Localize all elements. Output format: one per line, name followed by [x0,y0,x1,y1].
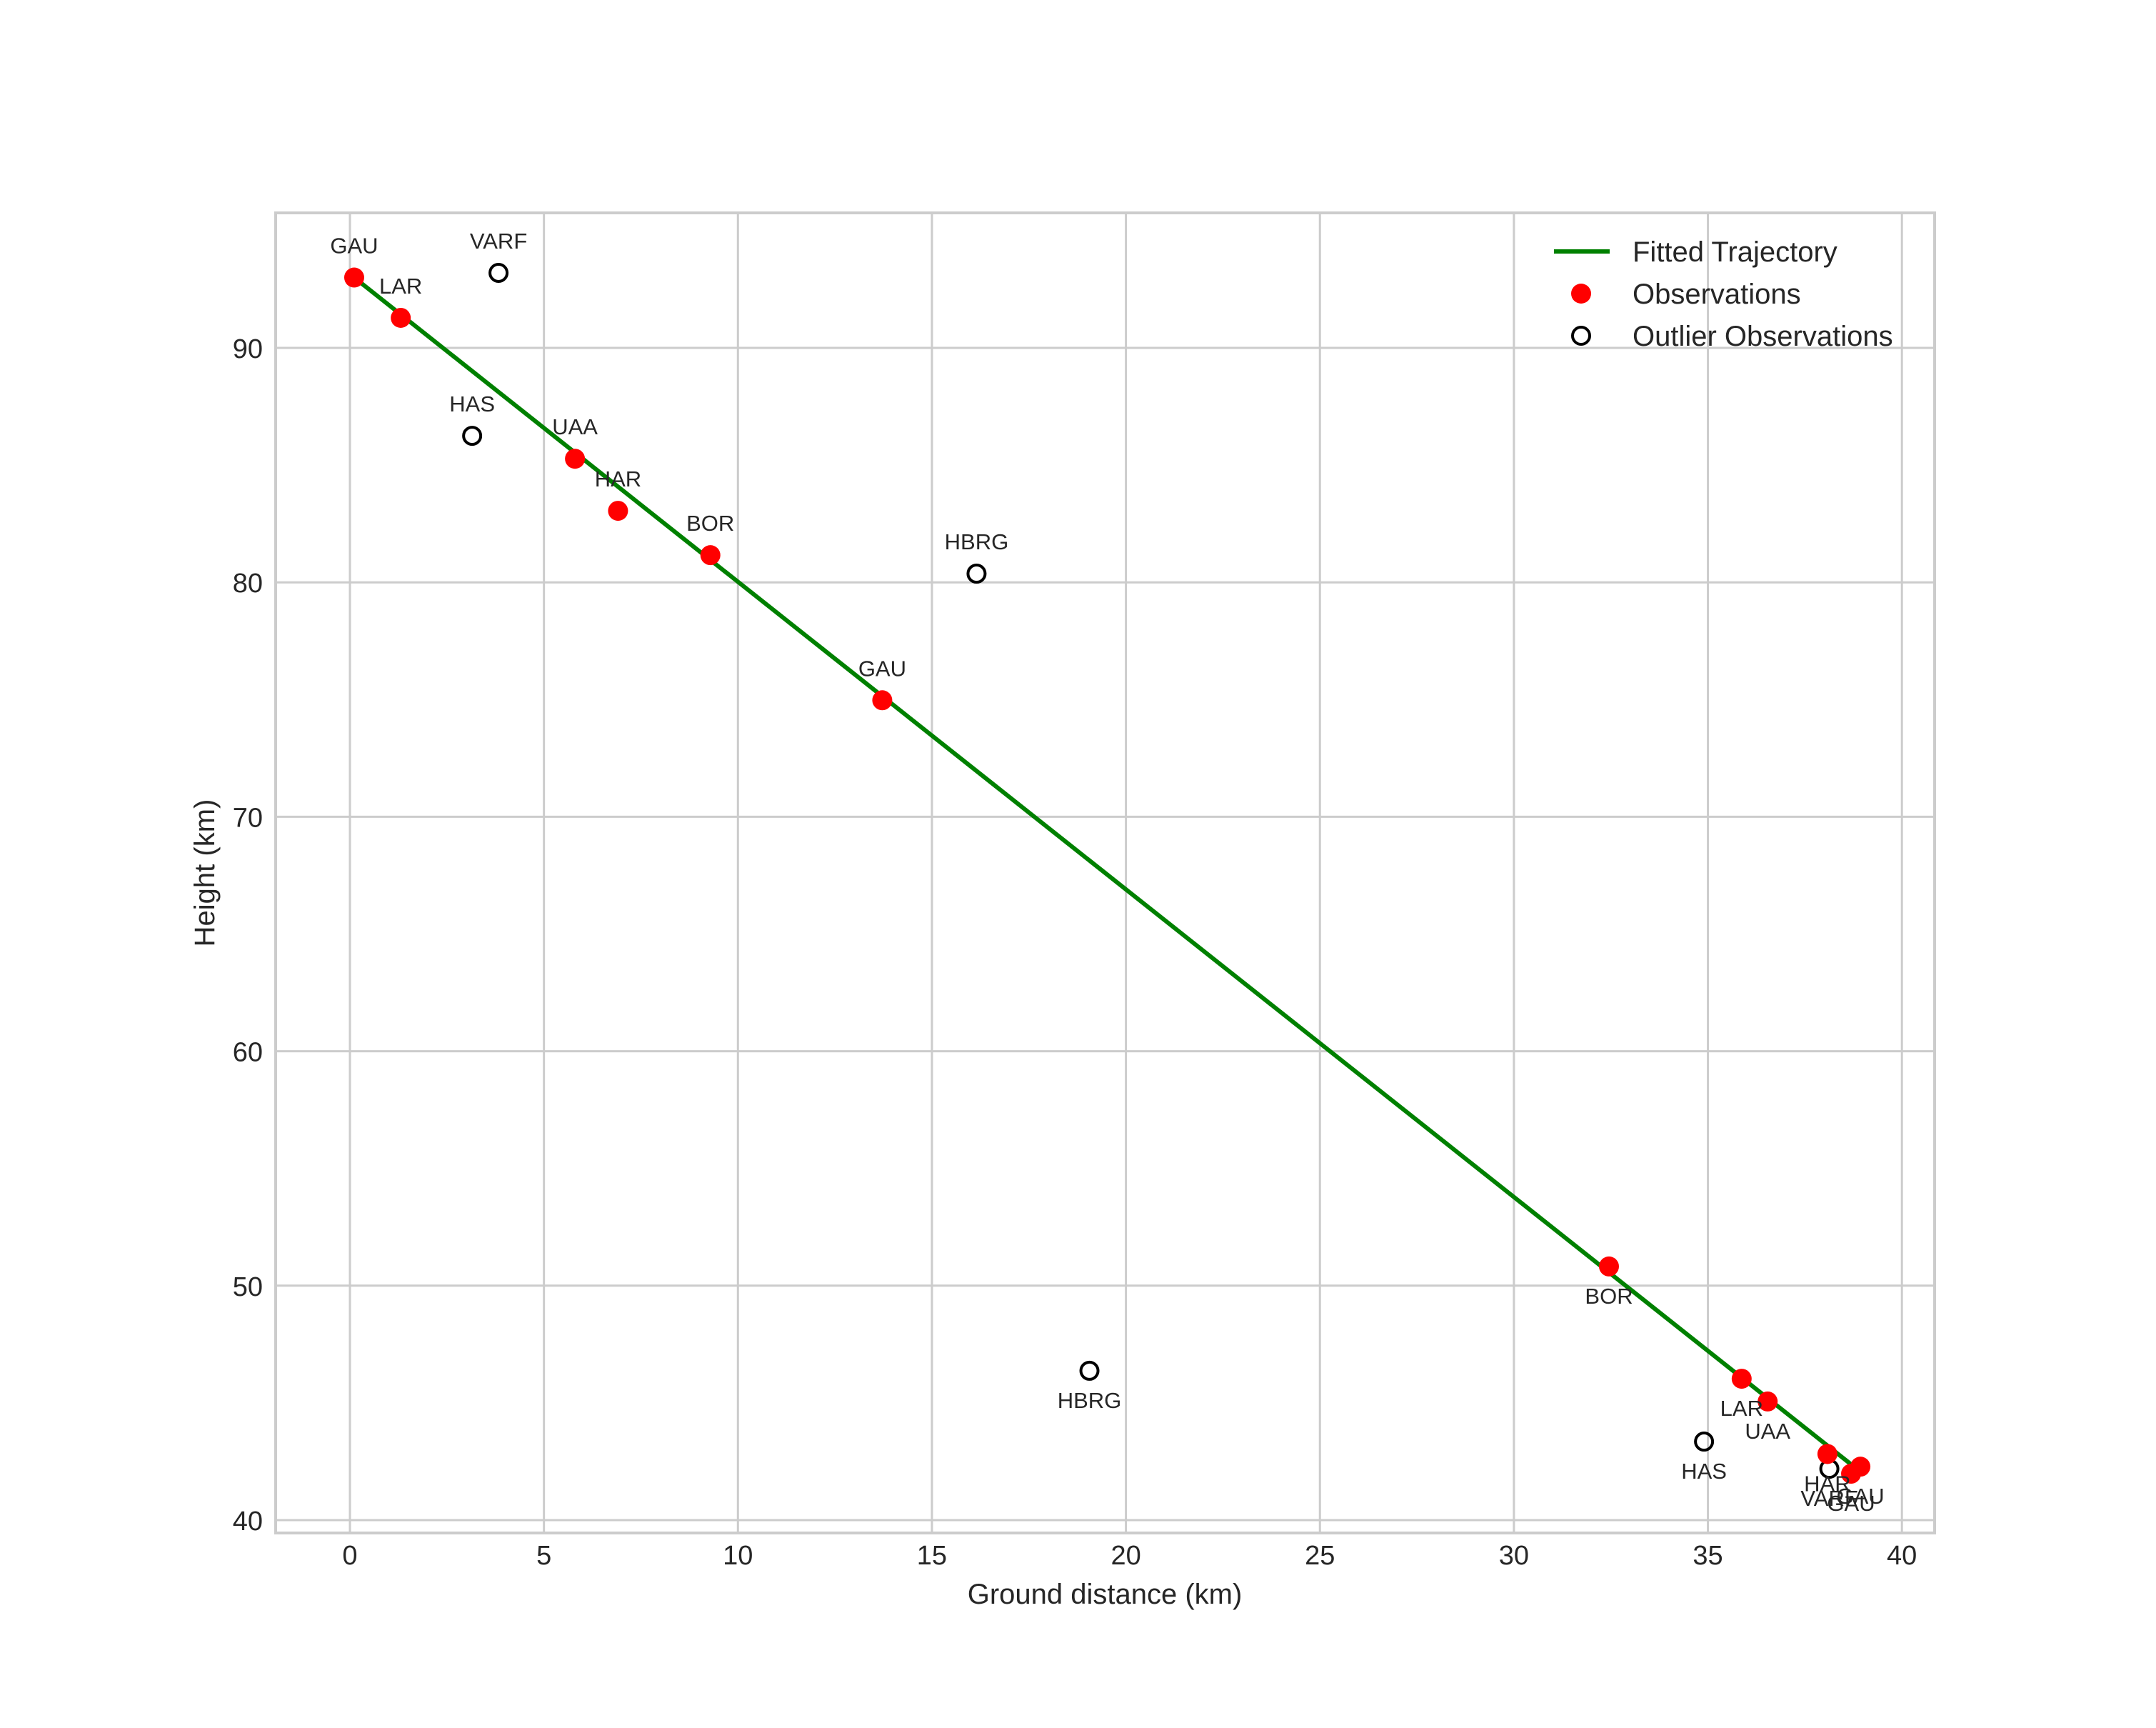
observation-marker [1817,1444,1837,1464]
point-label: GAU [330,234,378,259]
point-label: HAR [595,466,641,491]
x-tick-label: 30 [1499,1541,1529,1571]
point-label: UAA [552,414,598,439]
outlier-marker [488,262,509,283]
outlier-marker [1079,1360,1100,1381]
point-label: GAU [1827,1491,1875,1516]
point-label: GAU [1836,1484,1884,1509]
y-tick-label: 60 [233,1038,263,1068]
y-tick-label: 80 [233,569,263,599]
plot-frame [274,211,1936,1534]
observation-marker [1599,1256,1620,1277]
point-label: BOR [686,511,734,536]
point-label: HAS [449,391,495,416]
y-tick-label: 90 [233,334,263,364]
observation-marker [1850,1457,1871,1477]
point-label: HBRG [1058,1388,1122,1413]
legend-label-outliers: Outlier Observations [1633,321,1893,352]
y-axis-ticks: 40 50 60 70 80 90 [233,334,263,1537]
legend: Fitted Trajectory Observations Outlier O… [1554,236,1893,352]
x-tick-label: 20 [1110,1541,1140,1571]
plot-series [344,262,1871,1484]
point-label: VARF [1800,1486,1857,1511]
outlier-marker [966,564,987,584]
y-tick-label: 70 [233,803,263,833]
legend-filled-dot-icon [1571,284,1591,304]
point-label: HBRG [945,529,1009,554]
x-axis-ticks: 0 5 10 15 20 25 30 35 40 [342,1541,1917,1571]
point-label: VARF [470,229,527,254]
legend-open-circle-icon [1571,326,1591,346]
x-tick-label: 15 [917,1541,947,1571]
observation-marker [344,267,364,288]
point-label: GAU [858,656,906,681]
point-label: BOR [1585,1284,1633,1309]
x-tick-label: 5 [536,1541,551,1571]
observation-marker [391,307,411,328]
y-tick-label: 50 [233,1272,263,1302]
observation-marker [1731,1369,1752,1389]
point-label: UAA [1745,1419,1790,1444]
x-tick-label: 0 [342,1541,357,1571]
x-axis-label: Ground distance (km) [968,1579,1243,1610]
point-label: HAS [1681,1459,1727,1484]
outlier-marker [1694,1432,1715,1452]
legend-label-trajectory: Fitted Trajectory [1633,236,1837,268]
observation-marker [565,449,586,469]
observation-marker [608,501,628,521]
point-label: LAR [379,274,422,299]
observation-marker [700,545,721,566]
point-label: HAR [1804,1471,1850,1496]
observation-marker [872,690,893,711]
point-label: LAR [1720,1396,1763,1421]
x-tick-label: 10 [723,1541,753,1571]
outlier-marker [462,426,483,446]
x-tick-label: 40 [1887,1541,1917,1571]
observation-marker [1758,1391,1778,1412]
legend-label-observations: Observations [1633,279,1801,310]
grid-lines [276,213,1935,1533]
y-tick-label: 40 [233,1507,263,1537]
x-tick-label: 35 [1693,1541,1723,1571]
y-axis-label: Height (km) [189,799,221,947]
point-annotations: VARFHASHBRGHBRGHASVARFGAULARUAAHARBORGAU… [330,229,1884,1516]
x-tick-label: 25 [1305,1541,1335,1571]
